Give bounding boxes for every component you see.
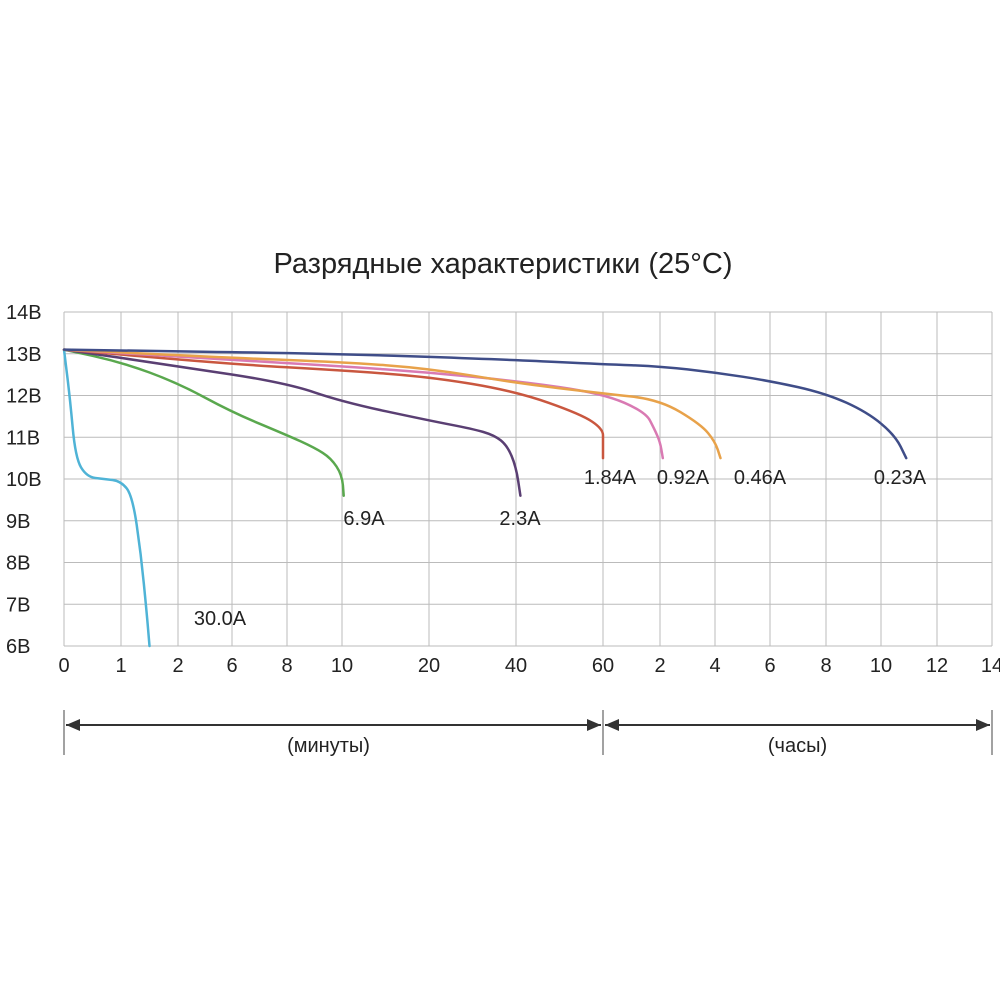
y-tick-label: 8В bbox=[6, 553, 30, 575]
x-tick-label: 0 bbox=[58, 655, 69, 677]
series-label: 2.3A bbox=[499, 508, 541, 530]
range-arrowhead bbox=[605, 719, 619, 731]
x-tick-label: 10 bbox=[870, 655, 892, 677]
x-tick-label: 10 bbox=[331, 655, 353, 677]
x-tick-label: 4 bbox=[709, 655, 720, 677]
x-tick-label: 8 bbox=[820, 655, 831, 677]
range-arrowhead bbox=[66, 719, 80, 731]
series-labels: 30.0A 6.9A 2.3A 1.84A 0.92A 0.46A 0.23A bbox=[194, 467, 927, 630]
range-label: (часы) bbox=[768, 735, 827, 757]
y-axis-labels: 14В 13В 12В 11В 10В 9В 8В 7В 6В bbox=[6, 302, 42, 658]
y-tick-label: 6В bbox=[6, 636, 30, 658]
series-label: 30.0A bbox=[194, 608, 247, 630]
series-line-30.0A bbox=[62, 348, 151, 648]
series-line-6.9A bbox=[62, 348, 345, 497]
x-tick-label: 60 bbox=[592, 655, 614, 677]
x-tick-label: 6 bbox=[226, 655, 237, 677]
y-tick-label: 7В bbox=[6, 594, 30, 616]
x-axis-labels: 0 1 2 6 8 10 20 40 60 2 4 6 8 10 12 14 bbox=[58, 655, 1000, 677]
x-tick-label: 14 bbox=[981, 655, 1000, 677]
series-label: 0.46A bbox=[734, 467, 787, 489]
x-tick-label: 20 bbox=[418, 655, 440, 677]
series-label: 6.9A bbox=[343, 508, 385, 530]
series-line-2.3A bbox=[62, 348, 522, 497]
chart-title: Разрядные характеристики (25°C) bbox=[274, 248, 733, 280]
y-tick-label: 9В bbox=[6, 511, 30, 533]
series-group bbox=[62, 348, 908, 648]
range-label: (минуты) bbox=[287, 735, 370, 757]
y-tick-label: 12В bbox=[6, 386, 42, 408]
series-line-0.46A bbox=[62, 348, 722, 460]
series-label: 0.23A bbox=[874, 467, 927, 489]
y-tick-label: 11В bbox=[6, 427, 40, 449]
series-label: 0.92A bbox=[657, 467, 710, 489]
series-line-0.92A bbox=[62, 348, 665, 460]
y-tick-label: 14В bbox=[6, 302, 42, 324]
series-line-0.23A bbox=[62, 348, 908, 460]
x-tick-label: 2 bbox=[172, 655, 183, 677]
time-range-indicators: (минуты) (часы) bbox=[63, 710, 993, 757]
y-tick-label: 10В bbox=[6, 469, 42, 491]
series-line-1.84A bbox=[62, 348, 605, 460]
x-tick-label: 6 bbox=[764, 655, 775, 677]
x-tick-label: 40 bbox=[505, 655, 527, 677]
x-tick-label: 12 bbox=[926, 655, 948, 677]
x-tick-label: 8 bbox=[281, 655, 292, 677]
range-arrowhead bbox=[587, 719, 601, 731]
x-tick-label: 1 bbox=[115, 655, 126, 677]
series-label: 1.84A bbox=[584, 467, 637, 489]
y-tick-label: 13В bbox=[6, 344, 42, 366]
range-arrowhead bbox=[976, 719, 990, 731]
x-tick-label: 2 bbox=[654, 655, 665, 677]
